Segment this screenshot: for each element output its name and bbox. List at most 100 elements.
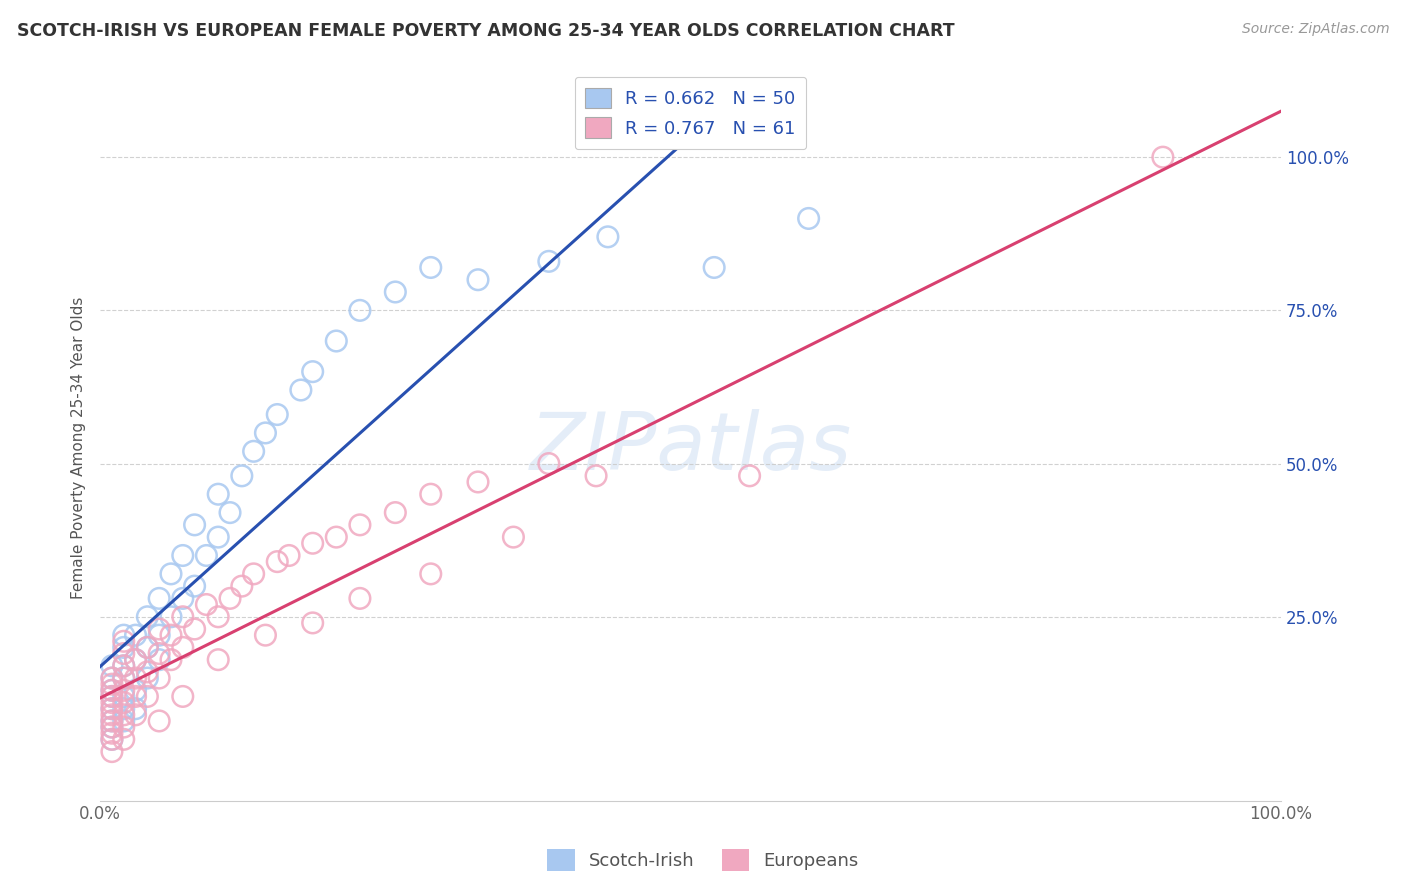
Point — [207, 530, 229, 544]
Point — [172, 640, 194, 655]
Point — [136, 690, 159, 704]
Point — [101, 671, 124, 685]
Point — [112, 647, 135, 661]
Point — [537, 254, 560, 268]
Point — [148, 591, 170, 606]
Point — [160, 609, 183, 624]
Point — [384, 506, 406, 520]
Point — [101, 683, 124, 698]
Point — [148, 671, 170, 685]
Point — [172, 609, 194, 624]
Point — [101, 726, 124, 740]
Text: Source: ZipAtlas.com: Source: ZipAtlas.com — [1241, 22, 1389, 37]
Point — [112, 732, 135, 747]
Y-axis label: Female Poverty Among 25-34 Year Olds: Female Poverty Among 25-34 Year Olds — [72, 297, 86, 599]
Point — [112, 707, 135, 722]
Point — [101, 707, 124, 722]
Point — [195, 549, 218, 563]
Point — [124, 702, 146, 716]
Point — [160, 628, 183, 642]
Point — [112, 671, 135, 685]
Point — [797, 211, 820, 226]
Point — [148, 628, 170, 642]
Point — [467, 273, 489, 287]
Point — [290, 383, 312, 397]
Point — [585, 468, 607, 483]
Point — [266, 555, 288, 569]
Legend: Scotch-Irish, Europeans: Scotch-Irish, Europeans — [540, 842, 866, 879]
Point — [207, 609, 229, 624]
Point — [219, 506, 242, 520]
Point — [112, 640, 135, 655]
Point — [136, 665, 159, 679]
Point — [136, 640, 159, 655]
Point — [101, 745, 124, 759]
Point — [703, 260, 725, 275]
Point — [1152, 150, 1174, 164]
Point — [148, 714, 170, 728]
Point — [183, 622, 205, 636]
Point — [266, 408, 288, 422]
Point — [112, 690, 135, 704]
Point — [124, 628, 146, 642]
Point — [124, 690, 146, 704]
Point — [254, 628, 277, 642]
Point — [419, 487, 441, 501]
Point — [101, 720, 124, 734]
Point — [101, 714, 124, 728]
Point — [172, 591, 194, 606]
Point — [467, 475, 489, 489]
Point — [101, 671, 124, 685]
Point — [124, 671, 146, 685]
Point — [349, 591, 371, 606]
Point — [112, 720, 135, 734]
Point — [101, 690, 124, 704]
Point — [112, 628, 135, 642]
Point — [596, 230, 619, 244]
Point — [301, 536, 323, 550]
Point — [183, 579, 205, 593]
Point — [242, 444, 264, 458]
Point — [112, 658, 135, 673]
Point — [101, 720, 124, 734]
Point — [254, 425, 277, 440]
Point — [207, 487, 229, 501]
Point — [325, 530, 347, 544]
Point — [101, 677, 124, 691]
Point — [349, 517, 371, 532]
Point — [738, 468, 761, 483]
Point — [278, 549, 301, 563]
Point — [242, 566, 264, 581]
Point — [136, 609, 159, 624]
Point — [231, 468, 253, 483]
Point — [349, 303, 371, 318]
Point — [301, 615, 323, 630]
Point — [112, 634, 135, 648]
Point — [112, 702, 135, 716]
Point — [101, 714, 124, 728]
Point — [207, 653, 229, 667]
Point — [124, 653, 146, 667]
Point — [101, 702, 124, 716]
Point — [101, 690, 124, 704]
Point — [148, 653, 170, 667]
Point — [325, 334, 347, 348]
Point — [124, 653, 146, 667]
Point — [101, 696, 124, 710]
Text: ZIPatlas: ZIPatlas — [530, 409, 852, 487]
Point — [537, 457, 560, 471]
Text: SCOTCH-IRISH VS EUROPEAN FEMALE POVERTY AMONG 25-34 YEAR OLDS CORRELATION CHART: SCOTCH-IRISH VS EUROPEAN FEMALE POVERTY … — [17, 22, 955, 40]
Point — [101, 732, 124, 747]
Point — [419, 566, 441, 581]
Point — [219, 591, 242, 606]
Point — [419, 260, 441, 275]
Point — [148, 622, 170, 636]
Point — [112, 683, 135, 698]
Point — [160, 566, 183, 581]
Point — [183, 517, 205, 532]
Point — [101, 732, 124, 747]
Point — [112, 714, 135, 728]
Point — [301, 365, 323, 379]
Legend: R = 0.662   N = 50, R = 0.767   N = 61: R = 0.662 N = 50, R = 0.767 N = 61 — [575, 77, 807, 149]
Point — [172, 549, 194, 563]
